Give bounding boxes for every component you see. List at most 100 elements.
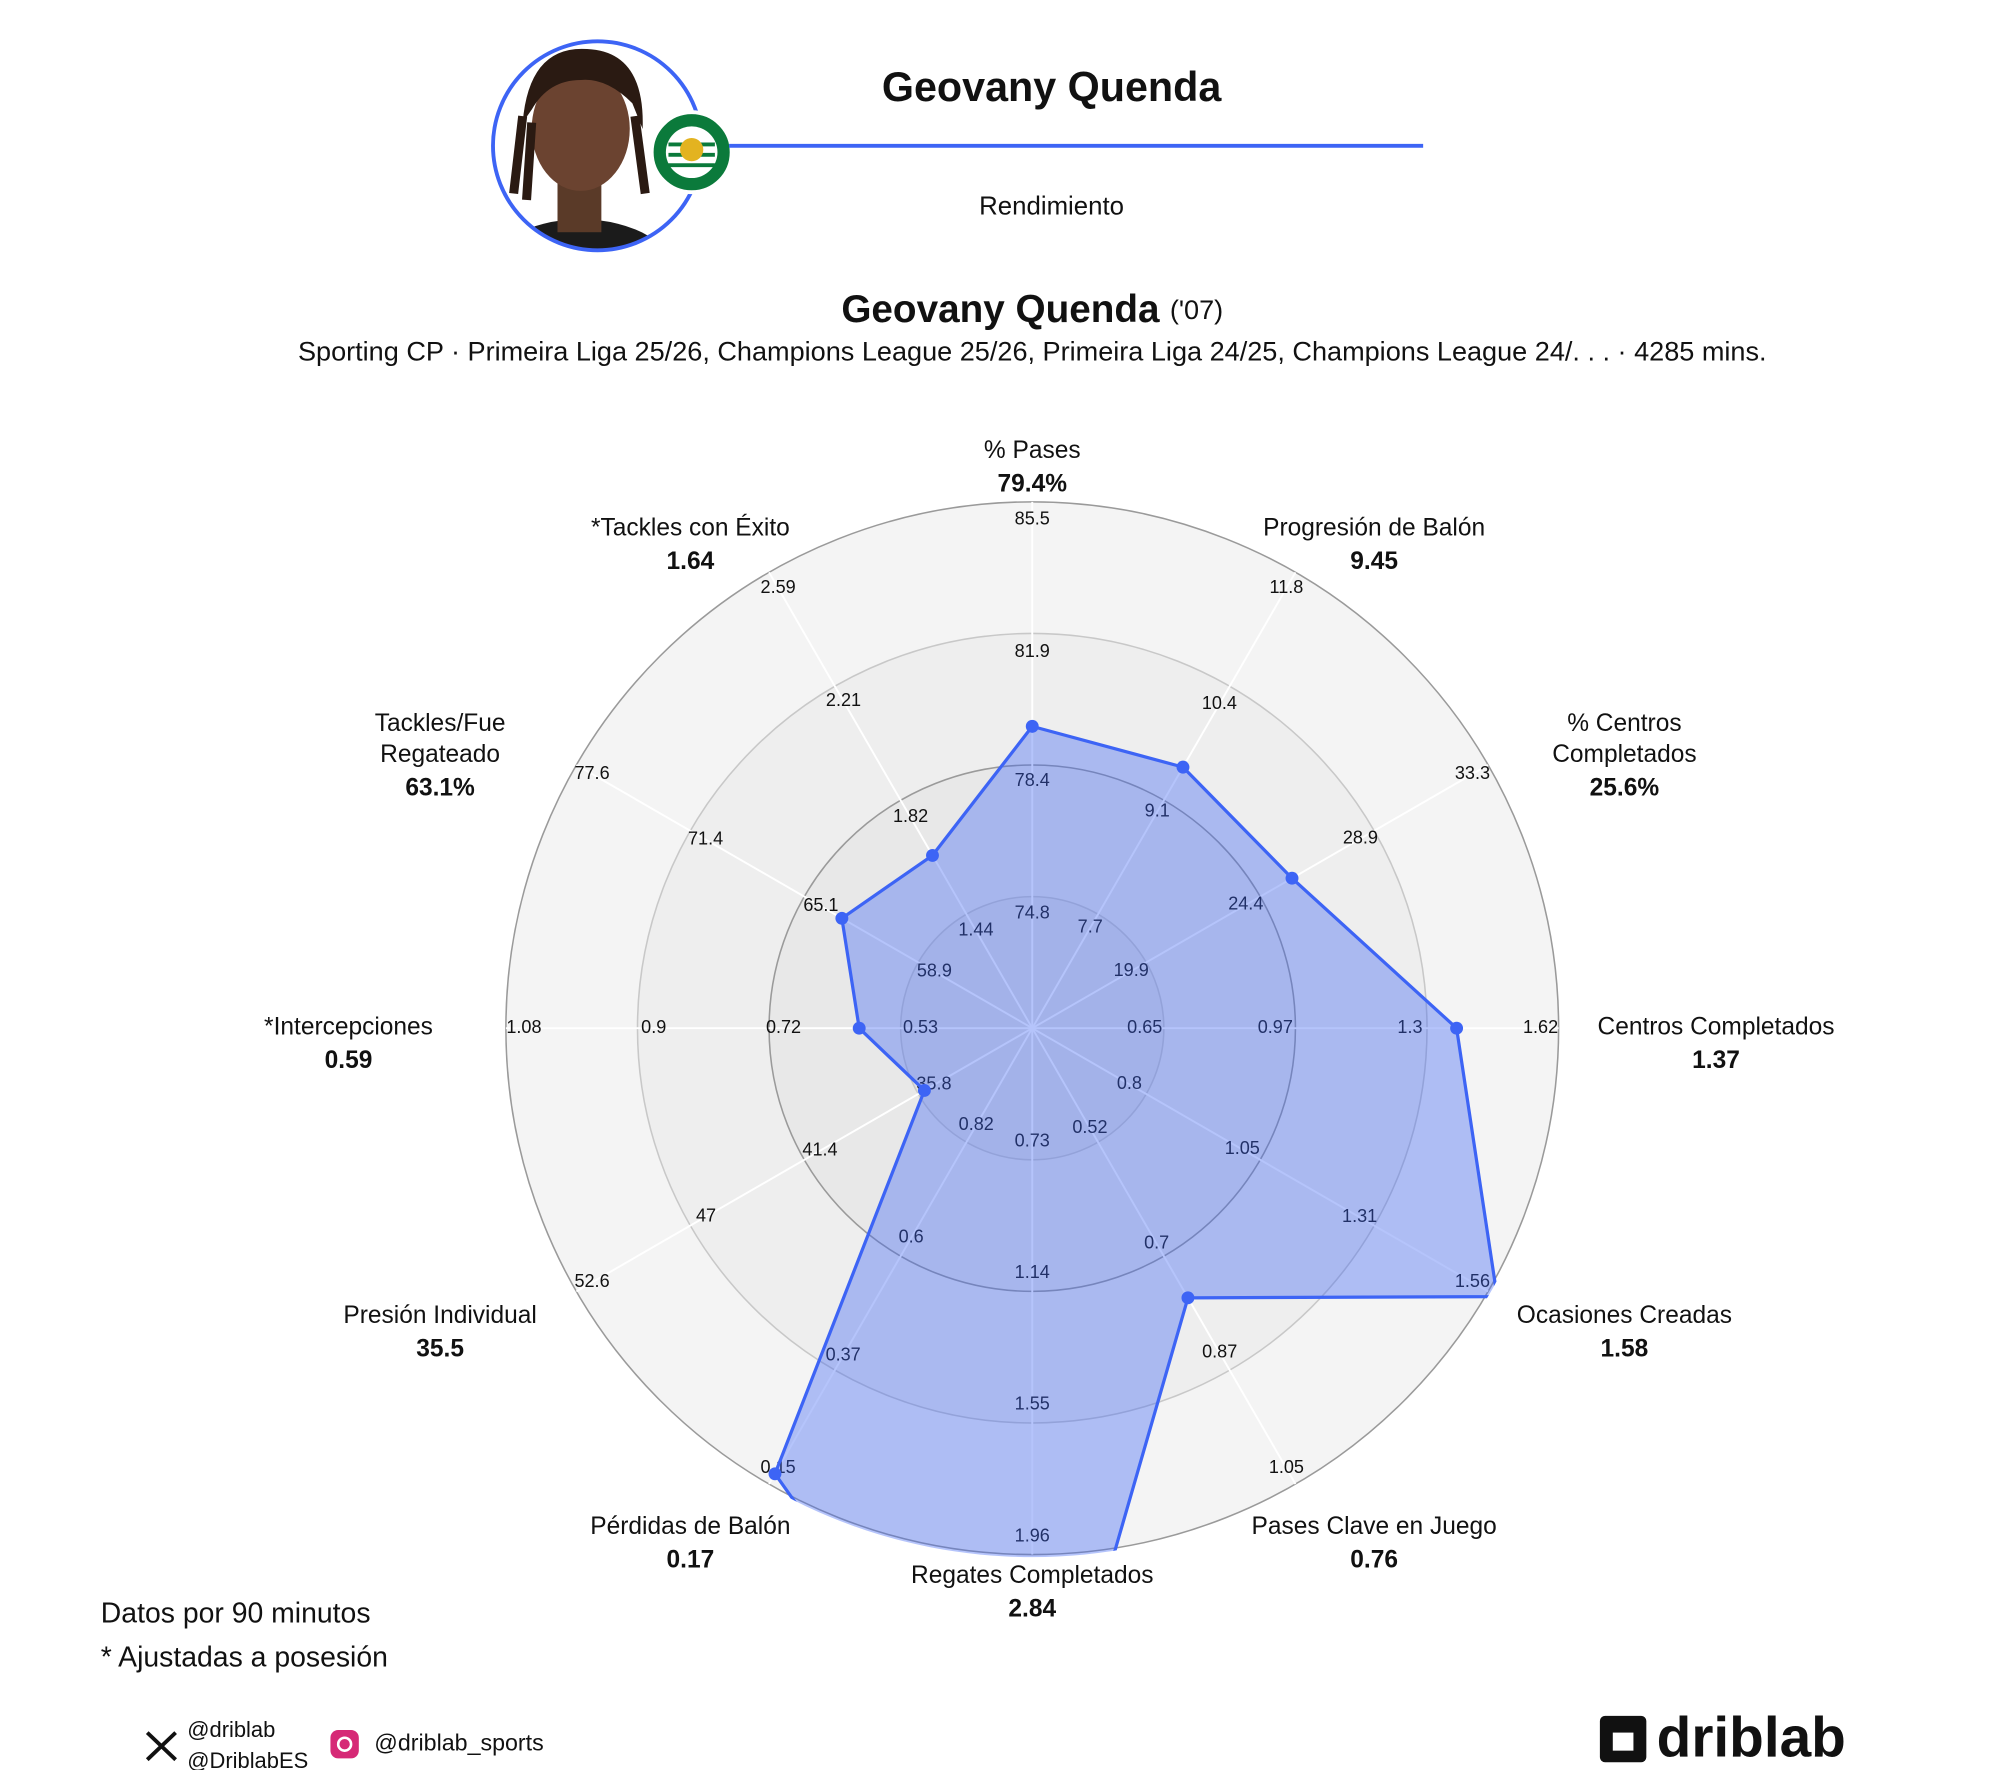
tick-label: 0.72 bbox=[766, 1017, 801, 1037]
instagram-icon bbox=[330, 1730, 359, 1759]
value-label: 2.84 bbox=[1008, 1595, 1056, 1622]
tick-label: 1.82 bbox=[893, 806, 928, 826]
tick-label: 41.4 bbox=[802, 1140, 837, 1160]
radar-point bbox=[1176, 760, 1190, 774]
tick-label: 1.3 bbox=[1397, 1017, 1422, 1037]
tick-label: 1.14 bbox=[1015, 1262, 1050, 1282]
radar-point bbox=[1285, 871, 1299, 885]
tick-label: 2.59 bbox=[761, 577, 796, 597]
tick-label: 77.6 bbox=[574, 763, 609, 783]
radar-point bbox=[926, 848, 939, 862]
spoke bbox=[575, 1027, 1033, 1293]
spoke bbox=[1031, 571, 1297, 1029]
radar: 74.8 78.4 81.9 85.5 7.7 9.1 10.4 11.8 19.9 24.4 28… bbox=[264, 437, 1835, 1622]
value-label: 9.45 bbox=[1350, 548, 1398, 575]
radar-point bbox=[1450, 1021, 1464, 1035]
tick-label: 65.1 bbox=[803, 895, 838, 915]
tick-label: 7.7 bbox=[1078, 917, 1103, 937]
tick-label: 0.52 bbox=[1072, 1117, 1107, 1137]
axis-label: *Tackles con Éxito bbox=[591, 514, 790, 541]
tick-label: 19.9 bbox=[1114, 960, 1149, 980]
tick-label: 1.55 bbox=[1015, 1394, 1050, 1414]
x-handle: @DriblabES bbox=[187, 1748, 308, 1770]
axis-label: Regates Completados bbox=[911, 1562, 1153, 1589]
axis-label: Tackles/Fue bbox=[375, 710, 506, 737]
value-label: 35.5 bbox=[416, 1336, 464, 1363]
radar-point bbox=[917, 1084, 931, 1097]
value-label: 0.17 bbox=[667, 1547, 715, 1574]
radar-point bbox=[1181, 1291, 1195, 1305]
tick-label: 47 bbox=[696, 1205, 716, 1225]
axis-label: *Intercepciones bbox=[264, 1014, 433, 1041]
tick-label: 58.9 bbox=[917, 960, 952, 980]
radar-point bbox=[768, 1467, 782, 1481]
value-label: 0.59 bbox=[325, 1047, 373, 1074]
tick-label: 0.9 bbox=[641, 1017, 666, 1037]
tick-label: 81.9 bbox=[1015, 641, 1050, 661]
tick-label: 1.08 bbox=[506, 1017, 541, 1037]
tick-label: 2.21 bbox=[826, 690, 861, 710]
tick-label: 1.96 bbox=[1015, 1525, 1050, 1545]
tick-label: 1.31 bbox=[1342, 1206, 1377, 1226]
value-label: 1.37 bbox=[1692, 1047, 1740, 1074]
chart-subtitle: Sporting CP · Primeira Liga 25/26, Champ… bbox=[298, 336, 1767, 367]
instagram-handle: @driblab_sports bbox=[374, 1729, 543, 1755]
value-label: 1.58 bbox=[1601, 1336, 1649, 1363]
axis-label: Progresión de Balón bbox=[1263, 514, 1485, 541]
axis-label: Pases Clave en Juego bbox=[1252, 1513, 1497, 1540]
spoke bbox=[1031, 1027, 1297, 1485]
tick-label: 0.97 bbox=[1258, 1017, 1293, 1037]
chart-title-note: ('07) bbox=[1170, 294, 1223, 325]
tick-label: 0.65 bbox=[1127, 1017, 1162, 1037]
axis-label: % Centros bbox=[1567, 710, 1681, 737]
value-label: 79.4% bbox=[998, 471, 1068, 498]
tick-label: 28.9 bbox=[1343, 828, 1378, 848]
spoke bbox=[1031, 764, 1489, 1030]
spoke bbox=[1031, 1027, 1489, 1293]
radar-point bbox=[1025, 719, 1039, 733]
header-title: Geovany Quenda bbox=[882, 64, 1222, 110]
axis-label: Pérdidas de Balón bbox=[590, 1513, 790, 1540]
value-label: 0.76 bbox=[1350, 1547, 1398, 1574]
tick-label: 85.5 bbox=[1015, 509, 1050, 529]
tick-label: 0.82 bbox=[959, 1114, 994, 1134]
tick-label: 71.4 bbox=[688, 828, 723, 848]
tick-label: 9.1 bbox=[1145, 801, 1170, 821]
footnote: * Ajustadas a posesión bbox=[101, 1642, 388, 1674]
spoke bbox=[768, 1027, 1034, 1485]
tick-label: 33.3 bbox=[1455, 763, 1490, 783]
axis-label: Centros Completados bbox=[1598, 1014, 1835, 1041]
radar-point bbox=[835, 911, 849, 925]
spoke bbox=[768, 571, 1034, 1029]
axis-label: Ocasiones Creadas bbox=[1517, 1302, 1732, 1329]
tick-label: 74.8 bbox=[1015, 903, 1050, 923]
club-badge bbox=[649, 110, 734, 195]
tick-label: 0.8 bbox=[1117, 1073, 1142, 1093]
tick-label: 0.73 bbox=[1015, 1130, 1050, 1150]
chart-title-name: Geovany Quenda bbox=[841, 288, 1160, 331]
chart-title: Geovany Quenda ('07) bbox=[841, 288, 1223, 331]
tick-label: 0.37 bbox=[826, 1344, 861, 1364]
x-handle: @driblab bbox=[187, 1717, 275, 1742]
axis-label: Regateado bbox=[380, 741, 500, 768]
header-subtitle: Rendimiento bbox=[979, 193, 1124, 221]
tick-label: 0.53 bbox=[903, 1017, 938, 1037]
value-label: 1.64 bbox=[667, 548, 715, 575]
tick-label: 10.4 bbox=[1202, 693, 1237, 713]
tick-label: 78.4 bbox=[1015, 770, 1050, 790]
tick-label: 24.4 bbox=[1228, 894, 1263, 914]
tick-label: 1.05 bbox=[1225, 1138, 1260, 1158]
brand-logo bbox=[1599, 1715, 1647, 1763]
brand: driblab bbox=[1657, 1707, 1846, 1770]
spoke bbox=[575, 764, 1033, 1030]
value-label: 25.6% bbox=[1590, 774, 1660, 801]
footnote: Datos por 90 minutos bbox=[101, 1598, 371, 1630]
axis-label: Presión Individual bbox=[343, 1302, 536, 1329]
axis-label: % Pases bbox=[984, 437, 1081, 464]
x-icon bbox=[145, 1731, 177, 1762]
data-layer bbox=[768, 719, 1504, 1558]
tick-label: 0.87 bbox=[1202, 1342, 1237, 1362]
tick-label: 11.8 bbox=[1270, 577, 1304, 597]
tick-label: 1.56 bbox=[1455, 1271, 1490, 1291]
